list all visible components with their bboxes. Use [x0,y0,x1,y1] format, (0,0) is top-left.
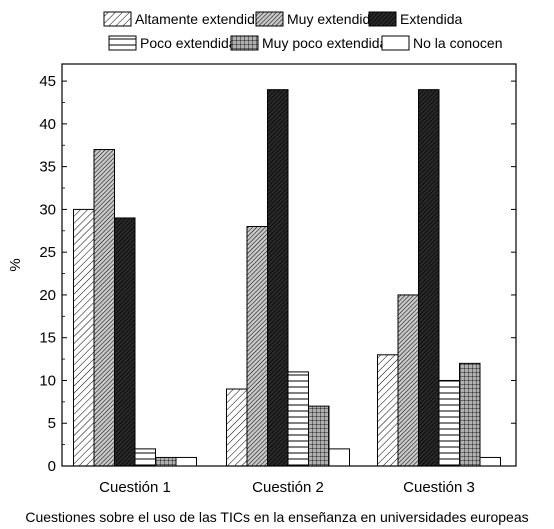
bars [73,89,501,467]
x-tick-label: Cuestión 1 [99,479,171,496]
bar-muy-poco-extendida-cuestion-3 [459,362,481,467]
x-ticks: Cuestión 1 Cuestión 2 Cuestión 3 [99,461,475,496]
plot-frame [61,63,517,467]
legend: Altamente extendida Muy extendida Extendid… [103,11,503,51]
y-tick-label: 10 [39,372,56,389]
bar-muy-extendida-cuestion-2 [246,226,268,467]
bar-extendida-cuestion-1 [114,217,136,467]
bar-poco-extendida-cuestion-1 [134,448,156,467]
y-tick-label: 30 [39,201,56,218]
legend-label-no-la-conocen: No la conocen [413,35,503,51]
bar-altamente-extendida-cuestion-2 [226,388,248,467]
legend-label-muy-poco-extendida: Muy poco extendida [262,35,388,51]
legend-swatch-muy-extendida [255,11,284,27]
legend-swatch-poco-extendida [108,35,137,51]
bar-no-la-conocen-cuestion-2 [328,448,350,467]
bar-extendida-cuestion-3 [418,89,440,467]
legend-swatch-altamente-extendida [103,11,132,27]
y-tick-label: 45 [39,73,56,90]
legend-swatch-no-la-conocen [381,35,410,51]
bar-extendida-cuestion-2 [267,89,289,467]
bar-poco-extendida-cuestion-2 [287,371,309,467]
bar-muy-poco-extendida-cuestion-2 [308,405,330,467]
y-ticks: 0 5 10 15 20 25 30 35 40 45 [39,73,516,475]
bar-muy-extendida-cuestion-3 [397,294,419,467]
y-tick-label: 35 [39,159,56,176]
x-tick-label: Cuestión 2 [252,479,324,496]
y-tick-label: 15 [39,330,56,347]
y-tick-label: 5 [48,415,56,432]
y-axis-label: % [7,258,24,271]
bar-altamente-extendida-cuestion-3 [377,354,399,467]
x-tick-label: Cuestión 3 [403,479,475,496]
legend-swatch-muy-poco-extendida [230,35,259,51]
legend-label-poco-extendida: Poco extendida [140,35,237,51]
legend-label-extendida: Extendida [400,11,462,27]
bar-no-la-conocen-cuestion-1 [175,456,197,467]
legend-swatch-extendida [368,11,397,27]
bar-poco-extendida-cuestion-3 [438,379,460,467]
x-axis-label: Cuestiones sobre el uso de las TICs en l… [25,509,528,525]
legend-label-muy-extendida: Muy extendida [287,11,378,27]
bar-altamente-extendida-cuestion-1 [73,208,95,467]
y-tick-label: 0 [48,458,56,475]
bar-muy-poco-extendida-cuestion-1 [155,456,177,467]
y-tick-label: 40 [39,116,56,133]
y-tick-label: 20 [39,287,56,304]
bar-muy-extendida-cuestion-1 [93,149,115,467]
bar-no-la-conocen-cuestion-3 [479,456,501,467]
y-tick-label: 25 [39,244,56,261]
legend-label-altamente-extendida: Altamente extendida [135,11,263,27]
